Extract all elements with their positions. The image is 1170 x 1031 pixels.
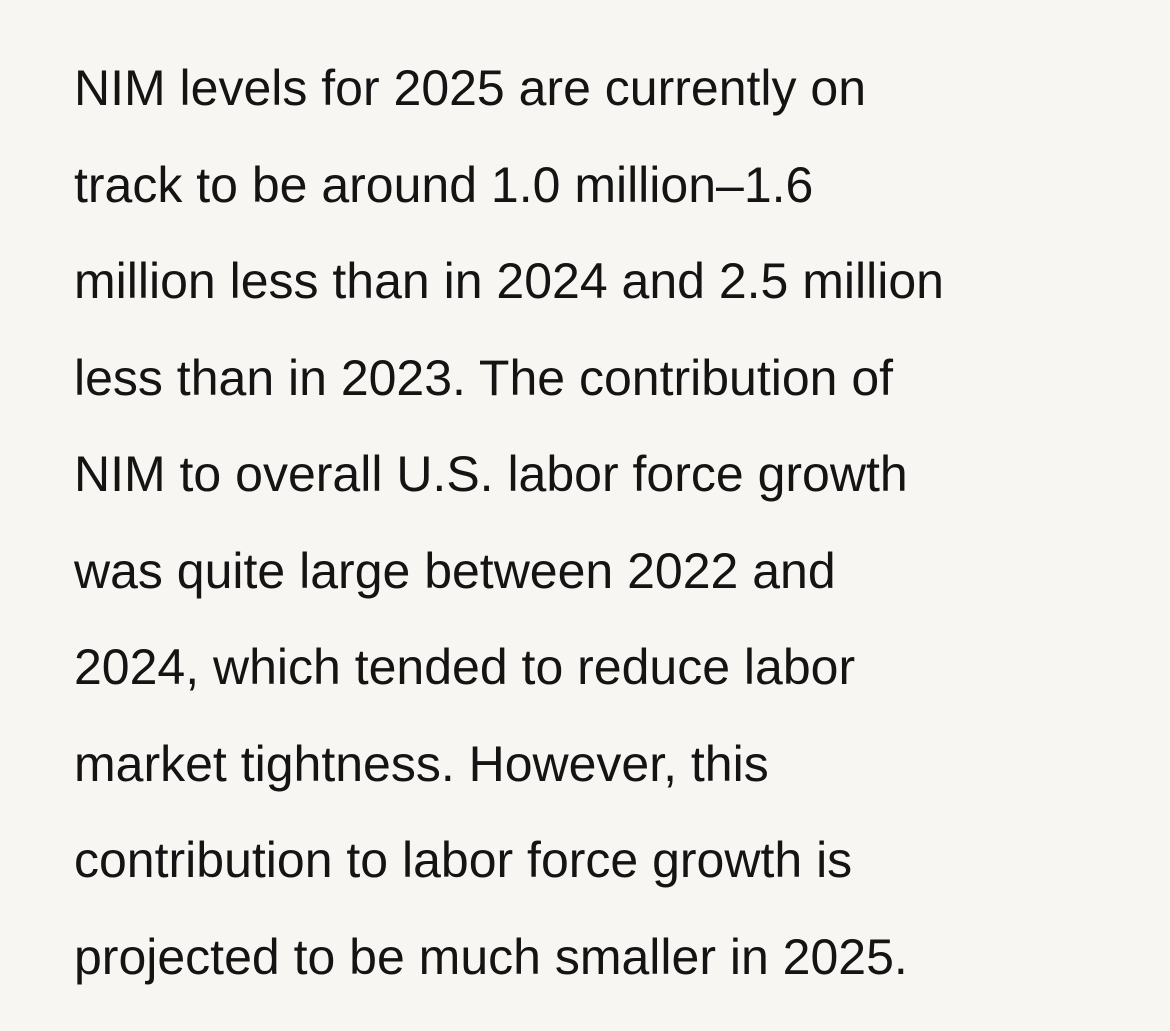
paragraph-line-6: was quite large between 2022 and [74, 542, 836, 599]
paragraph-line-10: projected to be much smaller in 2025. [74, 928, 908, 985]
paragraph-line-9: contribution to labor force growth is [74, 832, 853, 888]
paragraph-line-8: market tightness. However, this [74, 735, 769, 792]
paragraph-line-4: less than in 2023. The contribution of [74, 349, 894, 406]
paragraph-line-3: million less than in 2024 and 2.5 millio… [74, 253, 944, 309]
paragraph-line-2: track to be around 1.0 million–1.6 [74, 156, 814, 213]
paragraph-line-1: NIM levels for 2025 are currently on [74, 60, 867, 116]
body-paragraph: NIM levels for 2025 are currently on tra… [74, 40, 1134, 1005]
paragraph-line-5: NIM to overall U.S. labor force growth [74, 446, 908, 502]
paragraph-line-7: 2024, which tended to reduce labor [74, 639, 856, 695]
